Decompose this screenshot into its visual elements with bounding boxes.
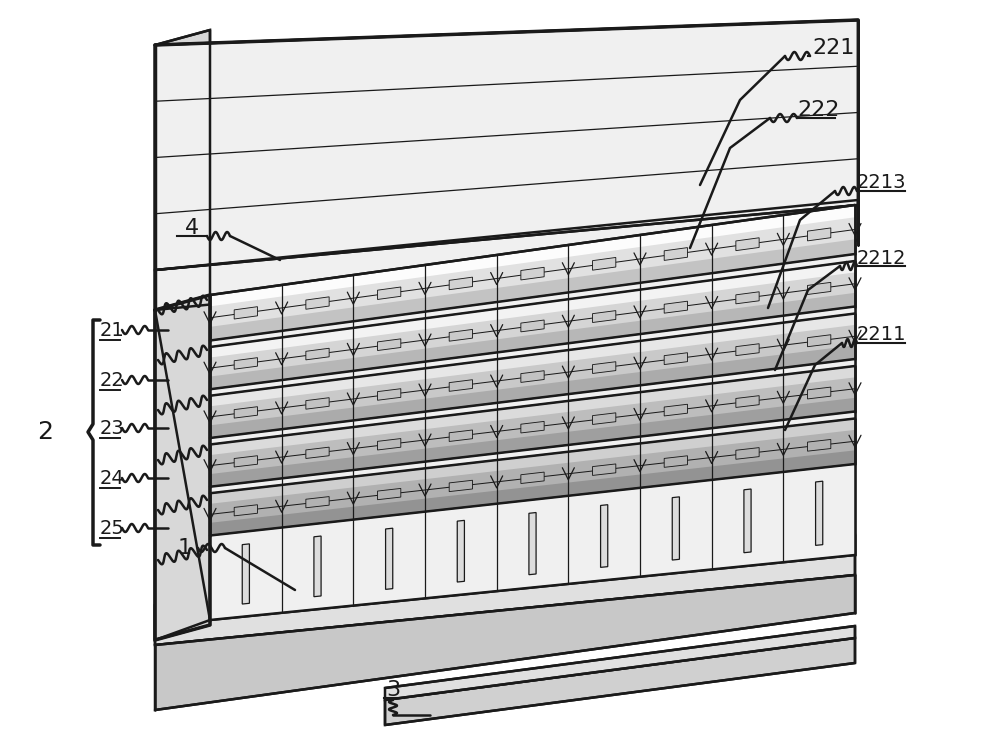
- Text: 221: 221: [812, 38, 854, 58]
- Polygon shape: [378, 389, 401, 400]
- Polygon shape: [593, 311, 616, 322]
- Polygon shape: [234, 504, 257, 516]
- Polygon shape: [234, 307, 257, 319]
- Polygon shape: [242, 544, 249, 604]
- Polygon shape: [385, 626, 855, 700]
- Polygon shape: [210, 314, 855, 438]
- Polygon shape: [378, 438, 401, 450]
- Polygon shape: [306, 496, 329, 507]
- Polygon shape: [210, 345, 855, 438]
- Polygon shape: [449, 380, 472, 392]
- Polygon shape: [449, 480, 472, 492]
- Polygon shape: [521, 371, 544, 383]
- Polygon shape: [449, 329, 472, 341]
- Polygon shape: [529, 513, 536, 574]
- Polygon shape: [234, 455, 257, 467]
- Polygon shape: [593, 413, 616, 424]
- Polygon shape: [210, 366, 855, 455]
- Polygon shape: [210, 418, 855, 504]
- Polygon shape: [210, 293, 855, 389]
- Text: 2213: 2213: [857, 174, 906, 192]
- Polygon shape: [808, 387, 831, 399]
- Text: 1: 1: [178, 538, 192, 558]
- Text: 3: 3: [386, 680, 400, 700]
- Polygon shape: [593, 464, 616, 476]
- Polygon shape: [449, 277, 472, 290]
- Polygon shape: [155, 575, 855, 710]
- Polygon shape: [210, 205, 855, 306]
- Polygon shape: [593, 258, 616, 270]
- Polygon shape: [521, 472, 544, 484]
- Polygon shape: [449, 430, 472, 441]
- Polygon shape: [306, 348, 329, 360]
- Polygon shape: [210, 261, 855, 357]
- Polygon shape: [155, 20, 858, 270]
- Polygon shape: [210, 314, 855, 406]
- Polygon shape: [210, 464, 855, 620]
- Polygon shape: [210, 398, 855, 487]
- Polygon shape: [808, 282, 831, 294]
- Polygon shape: [736, 238, 759, 250]
- Polygon shape: [306, 447, 329, 458]
- Polygon shape: [210, 239, 855, 340]
- Polygon shape: [210, 359, 855, 444]
- Polygon shape: [457, 520, 464, 582]
- Polygon shape: [672, 497, 679, 560]
- Polygon shape: [664, 301, 687, 313]
- Polygon shape: [314, 536, 321, 597]
- Text: 2212: 2212: [857, 248, 906, 267]
- Polygon shape: [306, 398, 329, 409]
- Polygon shape: [155, 535, 855, 645]
- Polygon shape: [234, 406, 257, 418]
- Polygon shape: [210, 205, 855, 340]
- Text: 24: 24: [100, 469, 125, 487]
- Text: 222: 222: [797, 100, 839, 120]
- Polygon shape: [744, 489, 751, 553]
- Polygon shape: [210, 254, 855, 347]
- Text: 23: 23: [100, 418, 125, 438]
- Text: 22: 22: [100, 371, 125, 389]
- Polygon shape: [521, 421, 544, 433]
- Polygon shape: [155, 200, 858, 310]
- Polygon shape: [736, 292, 759, 304]
- Polygon shape: [210, 261, 855, 389]
- Polygon shape: [521, 320, 544, 332]
- Polygon shape: [808, 228, 831, 241]
- Polygon shape: [664, 455, 687, 467]
- Polygon shape: [593, 362, 616, 374]
- Polygon shape: [385, 638, 855, 725]
- Polygon shape: [736, 344, 759, 356]
- Polygon shape: [234, 357, 257, 369]
- Polygon shape: [378, 488, 401, 500]
- Polygon shape: [378, 287, 401, 299]
- Polygon shape: [386, 528, 393, 589]
- Text: 4: 4: [185, 218, 199, 238]
- Text: 25: 25: [100, 519, 125, 537]
- Polygon shape: [155, 295, 210, 640]
- Polygon shape: [155, 30, 210, 640]
- Polygon shape: [210, 205, 855, 620]
- Polygon shape: [808, 439, 831, 451]
- Polygon shape: [210, 366, 855, 487]
- Polygon shape: [816, 481, 823, 545]
- Polygon shape: [378, 339, 401, 351]
- Polygon shape: [210, 412, 855, 493]
- Text: 2211: 2211: [857, 325, 906, 345]
- Polygon shape: [736, 447, 759, 459]
- Polygon shape: [664, 404, 687, 416]
- Polygon shape: [210, 418, 855, 536]
- Text: 21: 21: [100, 320, 125, 340]
- Polygon shape: [210, 450, 855, 536]
- Polygon shape: [521, 267, 544, 280]
- Polygon shape: [306, 297, 329, 309]
- Polygon shape: [601, 504, 608, 568]
- Polygon shape: [736, 396, 759, 407]
- Polygon shape: [664, 247, 687, 260]
- Polygon shape: [808, 335, 831, 347]
- Polygon shape: [210, 307, 855, 396]
- Text: 2: 2: [37, 420, 53, 444]
- Polygon shape: [664, 353, 687, 365]
